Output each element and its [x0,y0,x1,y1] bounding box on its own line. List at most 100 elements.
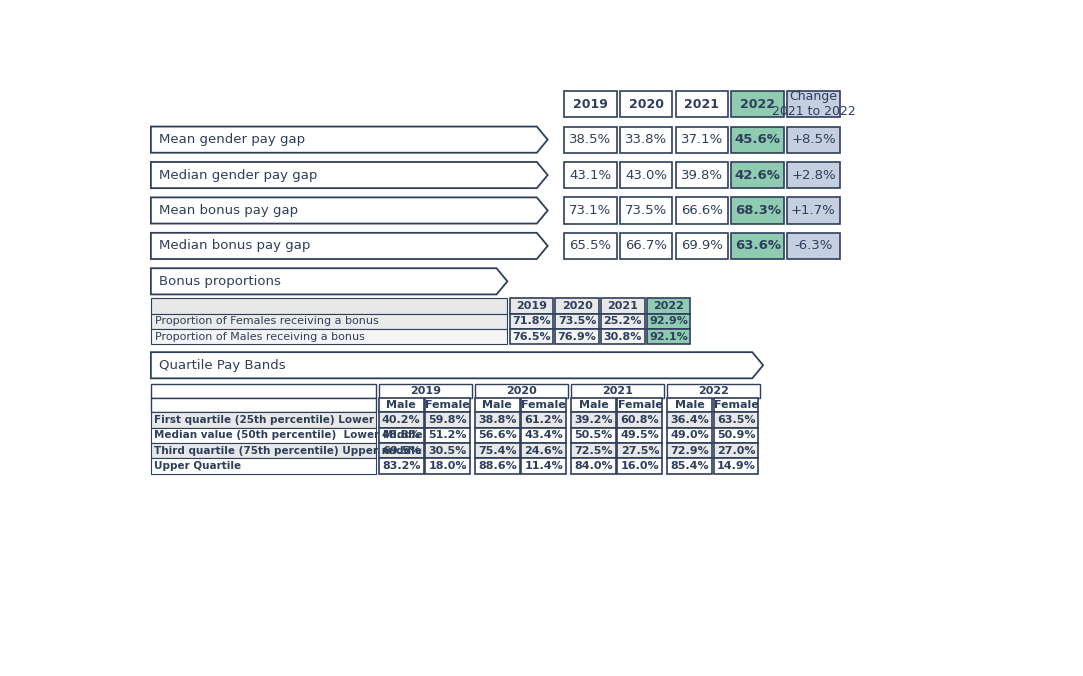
FancyBboxPatch shape [474,385,567,398]
FancyBboxPatch shape [619,197,673,224]
Text: +2.8%: +2.8% [792,168,836,182]
FancyBboxPatch shape [521,458,566,474]
Text: Male: Male [387,400,416,410]
Text: 71.8%: 71.8% [512,316,551,327]
Text: 92.1%: 92.1% [649,332,688,342]
Text: 88.6%: 88.6% [478,461,517,471]
FancyBboxPatch shape [151,314,507,329]
Text: 69.5%: 69.5% [382,445,420,456]
Text: 2019: 2019 [573,98,608,111]
FancyBboxPatch shape [676,233,728,259]
Text: 14.9%: 14.9% [717,461,756,471]
FancyBboxPatch shape [617,412,663,428]
FancyBboxPatch shape [521,428,566,443]
FancyBboxPatch shape [619,162,673,188]
Polygon shape [151,126,548,153]
Text: 73.1%: 73.1% [570,204,612,217]
FancyBboxPatch shape [556,314,599,329]
FancyBboxPatch shape [379,398,423,412]
Text: 2020: 2020 [506,387,537,396]
Text: Bonus proportions: Bonus proportions [158,275,280,288]
FancyBboxPatch shape [151,298,507,314]
Text: 69.9%: 69.9% [681,239,722,252]
FancyBboxPatch shape [714,443,758,458]
FancyBboxPatch shape [556,298,599,314]
Text: 85.4%: 85.4% [670,461,708,471]
Text: 33.8%: 33.8% [625,133,667,146]
Text: 72.9%: 72.9% [670,445,709,456]
Text: 2022: 2022 [653,301,684,311]
Text: Median bonus pay gap: Median bonus pay gap [158,239,310,252]
Text: +1.7%: +1.7% [791,204,836,217]
FancyBboxPatch shape [571,398,616,412]
Text: Upper Quartile: Upper Quartile [154,461,242,471]
FancyBboxPatch shape [787,233,839,259]
Text: 66.7%: 66.7% [625,239,667,252]
FancyBboxPatch shape [564,162,616,188]
Text: 18.0%: 18.0% [429,461,467,471]
Text: 2019: 2019 [409,387,441,396]
FancyBboxPatch shape [676,126,728,153]
Text: 50.9%: 50.9% [717,431,755,440]
Text: 2020: 2020 [562,301,592,311]
FancyBboxPatch shape [731,91,784,118]
Text: Mean bonus pay gap: Mean bonus pay gap [158,204,298,217]
FancyBboxPatch shape [571,385,664,398]
FancyBboxPatch shape [426,443,470,458]
FancyBboxPatch shape [787,126,839,153]
FancyBboxPatch shape [426,428,470,443]
Text: -6.3%: -6.3% [794,239,833,252]
FancyBboxPatch shape [647,314,690,329]
FancyBboxPatch shape [714,412,758,428]
FancyBboxPatch shape [510,314,553,329]
Text: 72.5%: 72.5% [574,445,613,456]
FancyBboxPatch shape [731,162,784,188]
Text: Quartile Pay Bands: Quartile Pay Bands [158,359,285,372]
Text: 2021: 2021 [602,387,632,396]
FancyBboxPatch shape [647,298,690,314]
Text: 50.5%: 50.5% [574,431,613,440]
Text: 30.5%: 30.5% [429,445,467,456]
Text: Median value (50th percentile)  Lower Middle: Median value (50th percentile) Lower Mid… [154,431,422,440]
Text: 37.1%: 37.1% [681,133,723,146]
FancyBboxPatch shape [474,428,520,443]
FancyBboxPatch shape [151,385,376,398]
Text: Change
2021 to 2022: Change 2021 to 2022 [771,90,856,118]
Text: 56.6%: 56.6% [478,431,517,440]
Text: 66.6%: 66.6% [681,204,722,217]
Text: 24.6%: 24.6% [524,445,563,456]
Text: 73.5%: 73.5% [558,316,597,327]
FancyBboxPatch shape [379,385,472,398]
Text: 16.0%: 16.0% [621,461,660,471]
FancyBboxPatch shape [564,233,616,259]
FancyBboxPatch shape [787,91,839,118]
Text: 76.5%: 76.5% [512,332,551,342]
Text: 2021: 2021 [608,301,638,311]
Text: 63.5%: 63.5% [717,415,755,425]
FancyBboxPatch shape [667,412,712,428]
Text: 39.8%: 39.8% [681,168,722,182]
FancyBboxPatch shape [151,443,376,458]
Text: 2020: 2020 [628,98,664,111]
Text: Female: Female [521,400,566,410]
Text: 84.0%: 84.0% [574,461,613,471]
FancyBboxPatch shape [474,412,520,428]
FancyBboxPatch shape [714,398,758,412]
FancyBboxPatch shape [474,458,520,474]
Text: Median gender pay gap: Median gender pay gap [158,168,317,182]
Text: 83.2%: 83.2% [382,461,420,471]
Text: Female: Female [617,400,663,410]
FancyBboxPatch shape [571,458,616,474]
FancyBboxPatch shape [474,443,520,458]
Text: 2022: 2022 [740,98,775,111]
FancyBboxPatch shape [617,443,663,458]
Text: 43.0%: 43.0% [625,168,667,182]
FancyBboxPatch shape [379,458,423,474]
Text: 39.2%: 39.2% [574,415,613,425]
Text: 60.8%: 60.8% [621,415,660,425]
FancyBboxPatch shape [787,197,839,224]
FancyBboxPatch shape [667,385,760,398]
Text: 59.8%: 59.8% [429,415,467,425]
FancyBboxPatch shape [521,398,566,412]
FancyBboxPatch shape [667,458,712,474]
